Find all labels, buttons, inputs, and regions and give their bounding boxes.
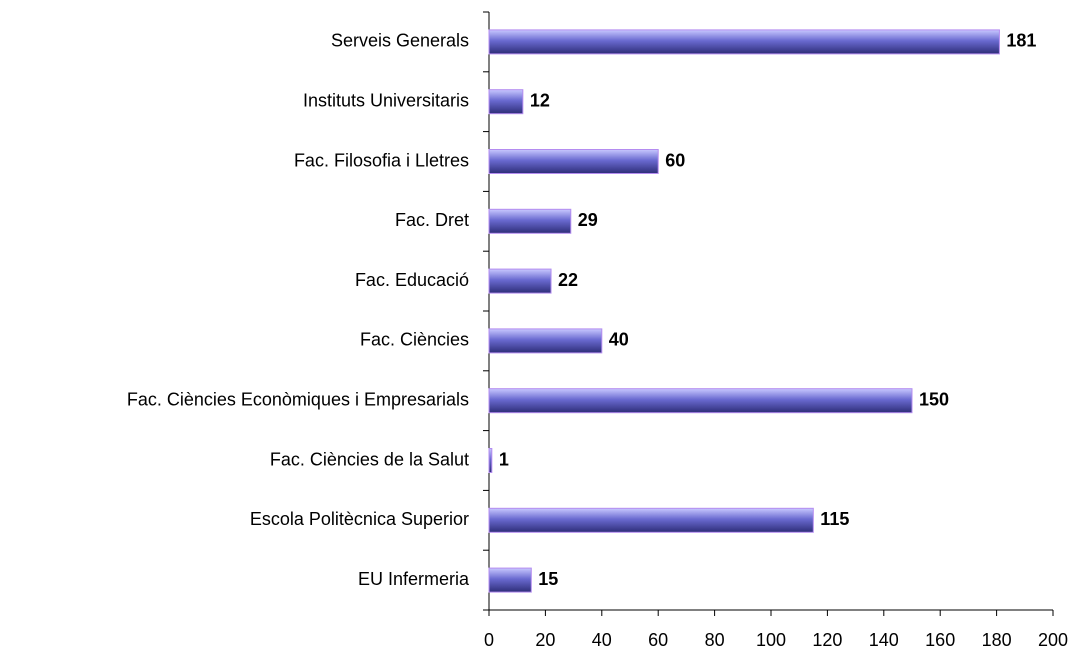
x-tick-label: 180 xyxy=(982,630,1012,650)
x-tick-label: 160 xyxy=(925,630,955,650)
data-label: 150 xyxy=(919,389,949,409)
x-tick-label: 60 xyxy=(648,630,668,650)
bar xyxy=(488,448,493,473)
y-tick-label: Fac. Ciències Econòmiques i Empresarials xyxy=(127,389,469,409)
y-tick-label: Escola Politècnica Superior xyxy=(250,509,469,529)
y-tick-label: Instituts Universitaris xyxy=(303,90,469,110)
x-tick-label: 40 xyxy=(592,630,612,650)
y-tick-label: Fac. Dret xyxy=(395,210,469,230)
x-tick-label: 200 xyxy=(1038,630,1068,650)
bar xyxy=(488,507,814,533)
data-label: 29 xyxy=(578,210,598,230)
y-tick-label: Serveis Generals xyxy=(331,31,469,51)
x-tick-label: 20 xyxy=(535,630,555,650)
y-tick-label: Fac. Filosofia i Lletres xyxy=(294,150,469,170)
bar xyxy=(488,388,913,414)
data-label: 60 xyxy=(665,150,685,170)
x-tick-label: 140 xyxy=(869,630,899,650)
x-tick-label: 0 xyxy=(484,630,494,650)
bar xyxy=(488,567,532,593)
bar xyxy=(488,208,572,234)
x-tick-label: 80 xyxy=(705,630,725,650)
data-label: 15 xyxy=(538,569,558,589)
data-label: 181 xyxy=(1006,31,1036,51)
bar xyxy=(488,149,659,174)
x-tick-label: 120 xyxy=(812,630,842,650)
y-tick-label: Fac. Ciències de la Salut xyxy=(270,449,469,469)
y-tick-label: Fac. Educació xyxy=(355,270,469,290)
x-tick-label: 100 xyxy=(756,630,786,650)
data-label: 40 xyxy=(609,330,629,350)
data-label: 1 xyxy=(499,449,509,469)
data-label: 12 xyxy=(530,90,550,110)
bar xyxy=(488,89,524,115)
bar xyxy=(488,328,603,354)
data-label: 22 xyxy=(558,270,578,290)
data-label: 115 xyxy=(820,509,849,529)
bar xyxy=(488,29,1000,55)
y-tick-label: Fac. Ciències xyxy=(360,330,469,350)
bar xyxy=(488,268,552,294)
y-tick-label: EU Infermeria xyxy=(358,569,470,589)
